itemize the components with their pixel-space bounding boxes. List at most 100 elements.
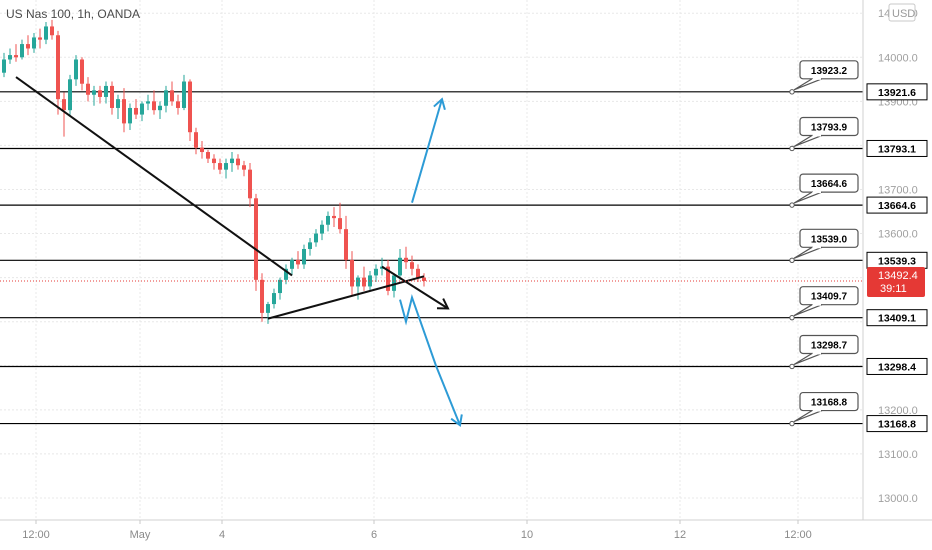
candle-body	[176, 101, 180, 108]
callout-box	[799, 391, 859, 412]
arrow-path	[399, 293, 461, 426]
callout-pointer	[793, 352, 823, 366]
candle-body	[326, 215, 330, 225]
candle-body	[356, 277, 360, 287]
candle-body	[116, 99, 120, 108]
candle-body	[194, 132, 198, 148]
current-price-value: 13492.4	[878, 270, 918, 282]
candle-body	[104, 85, 108, 97]
candle-body	[26, 44, 30, 49]
candle-body	[308, 242, 312, 249]
axis-tag-box	[866, 309, 928, 327]
x-tick-label: 6	[371, 529, 377, 541]
candle-body	[212, 158, 216, 164]
drawing-annotations	[15, 76, 463, 428]
candle-body	[170, 90, 174, 102]
candle-body	[134, 107, 138, 115]
callout-label: 13409.7	[811, 292, 848, 303]
candle-body	[416, 268, 420, 278]
horizontal-levels	[0, 89, 863, 427]
level-anchor	[789, 145, 795, 152]
chart-legend[interactable]: US Nas 100, 1h, OANDA	[6, 7, 140, 21]
axis-tag-box	[866, 196, 928, 214]
candle-body	[32, 37, 36, 49]
y-tick-label: 13000.0	[878, 493, 918, 505]
candle-body	[86, 83, 90, 95]
candle-body	[422, 277, 426, 281]
axis-tag-box	[866, 83, 928, 101]
x-tick-label: 4	[219, 529, 225, 541]
candle-body	[224, 163, 228, 170]
y-tick-label: 13700.0	[878, 184, 918, 196]
arrow-path	[411, 98, 443, 203]
callout-label: 13923.2	[811, 66, 848, 77]
candle-body	[44, 26, 48, 40]
y-tick-label: 13600.0	[878, 229, 918, 241]
callout-pointer	[793, 78, 823, 91]
axis-tag-label: 13409.1	[878, 313, 916, 325]
candle-body	[242, 165, 246, 170]
callout-box	[799, 228, 859, 248]
candle-body	[290, 260, 294, 269]
callout-box	[799, 116, 859, 137]
callout-label: 13168.8	[811, 398, 848, 409]
callout-box	[799, 173, 859, 193]
axis-tag-box	[866, 415, 928, 433]
currency-label: USD	[892, 8, 915, 20]
callout-box	[799, 334, 859, 355]
axis-tag-label: 13921.6	[878, 87, 916, 99]
candle-body	[122, 99, 126, 124]
callout-pointer	[793, 304, 823, 317]
candle-body	[80, 59, 84, 84]
level-anchor	[789, 363, 795, 370]
candle-body	[260, 279, 264, 313]
arrow-path	[381, 265, 449, 310]
candle-body	[254, 198, 258, 280]
callout-pointer	[793, 191, 823, 204]
x-tick-label: 10	[521, 529, 533, 541]
candle-body	[56, 35, 60, 100]
callout-label: 13539.0	[811, 234, 848, 245]
candle-body	[296, 260, 300, 265]
candle-body	[338, 218, 342, 230]
x-tick-label: 12	[674, 529, 686, 541]
arrow-head	[433, 97, 446, 111]
candle-body	[158, 105, 162, 111]
candle-body	[236, 158, 240, 166]
candlesticks	[2, 19, 426, 324]
candle-body	[332, 215, 336, 219]
candle-body	[404, 257, 408, 263]
candle-body	[140, 103, 144, 115]
candle-body	[218, 163, 222, 170]
callout-pointer	[793, 134, 823, 148]
arrow-head	[450, 414, 463, 428]
candle-body	[284, 268, 288, 280]
current-price-badge: 13492.4 39:11	[867, 266, 925, 297]
candle-body	[278, 279, 282, 294]
currency-button[interactable]: USD	[888, 3, 916, 22]
level-anchor	[789, 89, 795, 95]
axis-tag-label: 13664.6	[878, 200, 916, 212]
candle-body	[302, 248, 306, 265]
candle-body	[230, 158, 234, 164]
level-anchor	[789, 420, 795, 427]
candle-body	[410, 262, 414, 269]
candle-body	[392, 275, 396, 291]
candle-body	[98, 90, 102, 97]
bar-countdown: 39:11	[880, 283, 907, 295]
candle-body	[386, 266, 390, 291]
x-tick-label: May	[130, 529, 151, 541]
time-axis[interactable]: 12:00 May 4 6 10 12 12:00	[22, 520, 812, 541]
axis-tag-label: 13168.8	[878, 419, 916, 431]
candle-body	[38, 37, 42, 40]
callout-box	[799, 60, 859, 80]
candle-body	[2, 59, 6, 73]
candle-body	[182, 81, 186, 108]
axis-tag-label: 13793.1	[878, 143, 916, 155]
level-anchor	[789, 202, 795, 208]
callout-label: 13664.6	[811, 179, 848, 190]
trendline	[267, 275, 425, 320]
axis-tag-box	[866, 357, 928, 375]
y-tick-label: 13100.0	[878, 449, 918, 461]
